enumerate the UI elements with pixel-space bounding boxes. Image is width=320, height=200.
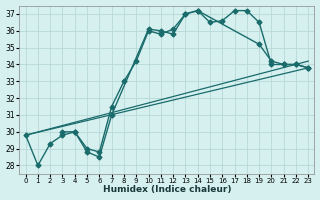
X-axis label: Humidex (Indice chaleur): Humidex (Indice chaleur): [103, 185, 231, 194]
